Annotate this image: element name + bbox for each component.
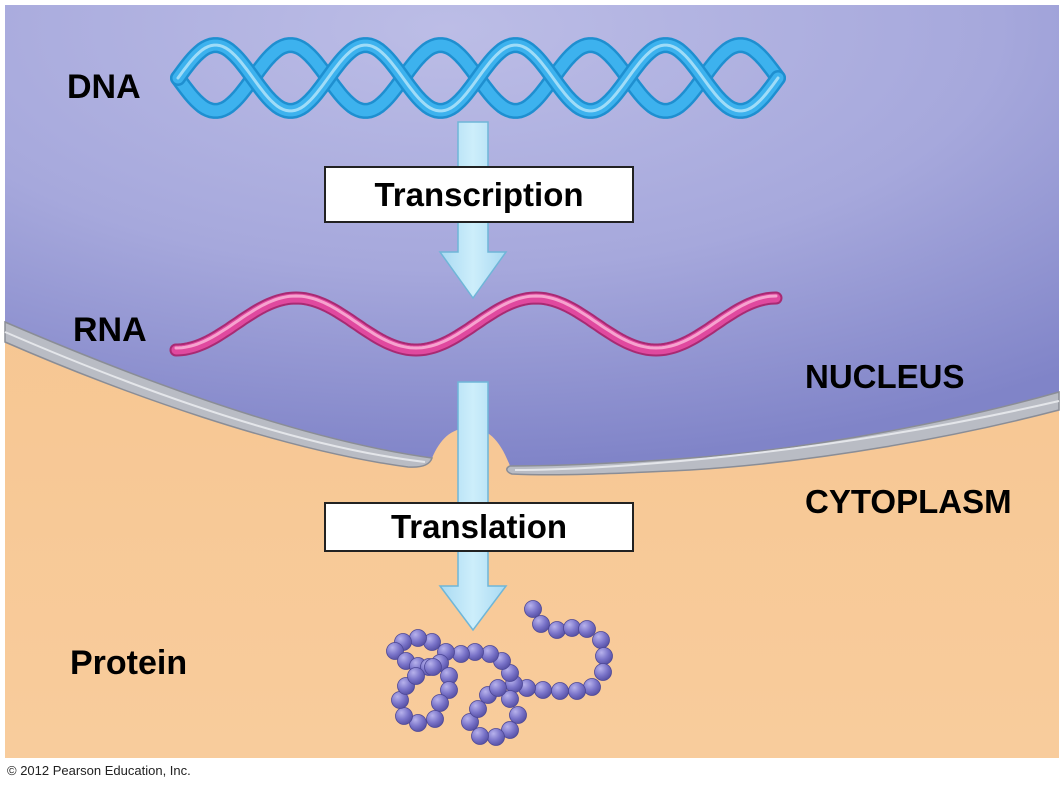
amino-acid-bead <box>524 600 542 618</box>
amino-acid-bead <box>592 631 610 649</box>
amino-acid-bead <box>548 621 566 639</box>
amino-acid-bead <box>489 679 507 697</box>
copyright-notice: © 2012 Pearson Education, Inc. <box>7 763 191 778</box>
cytoplasm-label: CYTOPLASM <box>805 483 1012 520</box>
dna-label: DNA <box>67 68 141 106</box>
amino-acid-bead <box>578 620 596 638</box>
amino-acid-bead <box>440 681 458 699</box>
transcription-box: Transcription <box>324 166 634 223</box>
transcription-label: Transcription <box>374 175 584 213</box>
amino-acid-bead <box>532 615 550 633</box>
amino-acid-bead <box>431 694 449 712</box>
amino-acid-bead <box>452 645 470 663</box>
amino-acid-bead <box>471 727 489 745</box>
dna-icon <box>170 37 786 119</box>
nuclear-envelope <box>4 320 1060 476</box>
nucleus-region <box>5 5 1059 466</box>
amino-acid-bead <box>409 714 427 732</box>
amino-acid-bead <box>409 629 427 647</box>
amino-acid-bead <box>534 681 552 699</box>
rna-icon <box>169 291 783 357</box>
amino-acid-bead <box>501 690 519 708</box>
amino-acid-bead <box>395 707 413 725</box>
dna-strand-highlight <box>176 43 780 113</box>
translation-label: Translation <box>390 508 568 545</box>
protein-icon <box>386 600 613 746</box>
amino-acid-bead <box>583 678 601 696</box>
nuclear-envelope-right <box>506 391 1060 476</box>
nuclear-envelope-left <box>4 320 433 468</box>
amino-acid-bead <box>594 663 612 681</box>
nucleus-label: NUCLEUS <box>805 358 965 395</box>
amino-acid-bead <box>568 682 586 700</box>
amino-acid-bead <box>469 700 487 718</box>
amino-acid-bead <box>551 682 569 700</box>
rna-strand-highlight <box>174 294 778 350</box>
rna-strand <box>171 293 781 355</box>
amino-acid-bead <box>407 667 425 685</box>
amino-acid-bead <box>481 645 499 663</box>
amino-acid-bead <box>509 706 527 724</box>
rna-label: RNA <box>73 311 147 349</box>
protein-label: Protein <box>70 644 188 682</box>
amino-acid-bead <box>595 647 613 665</box>
amino-acid-bead <box>501 721 519 739</box>
amino-acid-bead <box>426 710 444 728</box>
amino-acid-bead <box>563 619 581 637</box>
amino-acid-bead <box>424 658 442 676</box>
translation-box: Translation <box>324 502 634 552</box>
amino-acid-bead <box>487 728 505 746</box>
amino-acid-bead <box>461 713 479 731</box>
